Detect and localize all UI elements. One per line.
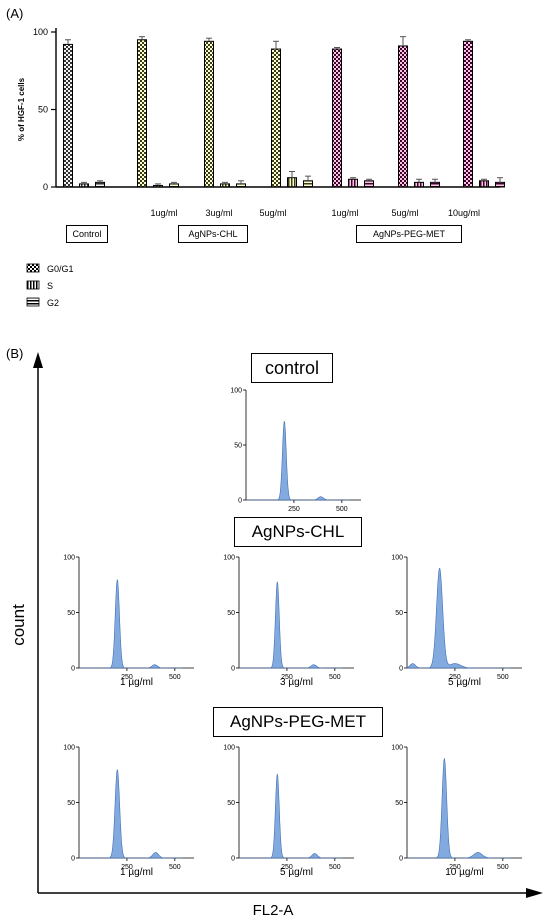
hist-y-tick-label: 100 xyxy=(63,555,75,562)
group-label-control: Control xyxy=(66,225,108,243)
hist-x-tick-label: 500 xyxy=(329,674,341,681)
hist-y-tick-label: 100 xyxy=(391,745,403,752)
legend-label: G2 xyxy=(47,298,59,308)
count-axis-arrow xyxy=(33,352,43,368)
hist-y-tick-label: 100 xyxy=(63,745,75,752)
g0g1-bar xyxy=(63,43,73,188)
hist-y-tick-label: 100 xyxy=(223,555,235,562)
count-axis-title: count xyxy=(9,604,28,646)
hist-title-box: AgNPs-PEG-MET xyxy=(213,707,383,737)
hist-y-tick-label: 0 xyxy=(71,856,75,863)
hist-x-tick-label: 250 xyxy=(449,864,461,871)
histogram-5: 0 50 100 250 500 1 µg/ml xyxy=(63,745,194,878)
panel-a-label: (A) xyxy=(6,6,23,21)
legend-swatch xyxy=(26,280,40,290)
s-bar xyxy=(479,180,489,188)
hist-y-tick-label: 50 xyxy=(395,800,403,807)
y-axis-title: % of HGF-1 cells xyxy=(17,77,26,141)
category-label: 10ug/ml xyxy=(448,208,480,218)
legend-label: S xyxy=(47,281,53,291)
hist-caption: 3 µg/ml xyxy=(280,677,313,688)
hist-caption: 1 µg/ml xyxy=(120,677,153,688)
hist-y-tick-label: 0 xyxy=(231,856,235,863)
category-label: 5ug/ml xyxy=(391,208,418,218)
category-label: 1ug/ml xyxy=(331,208,358,218)
hist-y-tick-label: 0 xyxy=(399,856,403,863)
hist-x-tick-label: 250 xyxy=(288,506,300,513)
histogram-6: 0 50 100 250 500 5 µg/ml xyxy=(223,745,354,878)
hist-y-tick-label: 100 xyxy=(230,388,242,395)
category-label: 5ug/ml xyxy=(259,208,286,218)
hist-x-tick-label: 500 xyxy=(336,506,348,513)
hist-y-tick-label: 50 xyxy=(234,443,242,450)
hist-title-box: control xyxy=(251,353,333,383)
hist-y-tick-label: 100 xyxy=(391,555,403,562)
hist-y-tick-label: 0 xyxy=(399,666,403,673)
hist-area xyxy=(239,581,343,669)
group-label-agnps-peg-met: AgNPs-PEG-MET xyxy=(356,225,462,243)
legend-swatch xyxy=(26,297,40,307)
g0g1-bar xyxy=(204,40,214,188)
hist-caption: 5 µg/ml xyxy=(280,867,313,878)
hist-x-tick-label: 500 xyxy=(169,674,181,681)
hist-area xyxy=(239,773,343,859)
g0g1-bar xyxy=(137,39,147,188)
y-tick-label: 50 xyxy=(38,105,48,115)
g2-bar xyxy=(364,180,374,188)
hist-y-tick-label: 50 xyxy=(67,610,75,617)
hist-x-tick-label: 250 xyxy=(281,674,293,681)
fl2a-axis-arrow xyxy=(526,888,543,898)
hist-area xyxy=(406,567,511,669)
group-label-agnps-chl: AgNPs-CHL xyxy=(178,225,248,243)
hist-x-tick-label: 500 xyxy=(497,864,509,871)
histogram-1: 0 50 100 250 500 xyxy=(230,388,361,513)
hist-y-tick-label: 100 xyxy=(223,745,235,752)
bar-chart: 0 50 100 % of HGF-1 cells 1ug/ml 3ug/ml 5ug/ml… xyxy=(17,27,505,308)
y-tick-label: 100 xyxy=(33,27,48,37)
y-tick-label: 0 xyxy=(43,182,48,192)
g0g1-bar xyxy=(398,45,408,188)
g0g1-bar xyxy=(271,48,281,188)
category-label: 1ug/ml xyxy=(150,208,177,218)
hist-caption: 1 µg/ml xyxy=(120,867,153,878)
legend-swatch xyxy=(26,263,40,273)
hist-area xyxy=(79,769,183,859)
legend-label: G0/G1 xyxy=(47,264,74,274)
hist-x-tick-label: 250 xyxy=(281,864,293,871)
hist-x-tick-label: 500 xyxy=(329,864,341,871)
g0g1-bar xyxy=(332,48,342,188)
hist-x-tick-label: 250 xyxy=(121,864,133,871)
panel-b-label: (B) xyxy=(6,346,23,361)
hist-y-tick-label: 0 xyxy=(71,666,75,673)
s-bar xyxy=(348,178,358,188)
hist-x-tick-label: 500 xyxy=(497,674,509,681)
category-label: 3ug/ml xyxy=(205,208,232,218)
hist-area xyxy=(407,758,511,859)
histogram-7: 0 50 100 250 500 10 µg/ml xyxy=(391,745,522,878)
hist-title-box: AgNPs-CHL xyxy=(234,517,362,547)
hist-y-tick-label: 50 xyxy=(227,800,235,807)
hist-y-tick-label: 50 xyxy=(227,610,235,617)
hist-x-tick-label: 250 xyxy=(449,674,461,681)
fl2a-axis-title: FL2-A xyxy=(253,902,294,919)
hist-x-tick-label: 500 xyxy=(169,864,181,871)
s-bar xyxy=(287,177,297,188)
histogram-4: 0 50 100 250 500 5 µg/ml xyxy=(391,555,522,688)
hist-y-tick-label: 0 xyxy=(231,666,235,673)
histogram-3: 0 50 100 250 500 3 µg/ml xyxy=(223,555,354,688)
hist-y-tick-label: 50 xyxy=(395,610,403,617)
hist-area xyxy=(246,421,350,501)
hist-area xyxy=(79,579,183,669)
hist-y-tick-label: 50 xyxy=(67,800,75,807)
g2-bar xyxy=(303,180,313,188)
hist-y-tick-label: 0 xyxy=(238,498,242,505)
hist-x-tick-label: 250 xyxy=(121,674,133,681)
g0g1-bar xyxy=(463,40,473,188)
histogram-2: 0 50 100 250 500 1 µg/ml xyxy=(63,555,194,688)
hist-caption: 5 µg/ml xyxy=(448,677,481,688)
hist-caption: 10 µg/ml xyxy=(445,867,484,878)
